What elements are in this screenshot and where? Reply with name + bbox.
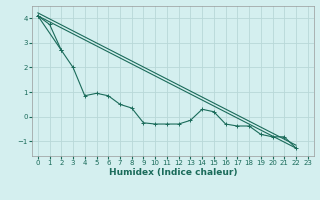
X-axis label: Humidex (Indice chaleur): Humidex (Indice chaleur) [108,168,237,177]
